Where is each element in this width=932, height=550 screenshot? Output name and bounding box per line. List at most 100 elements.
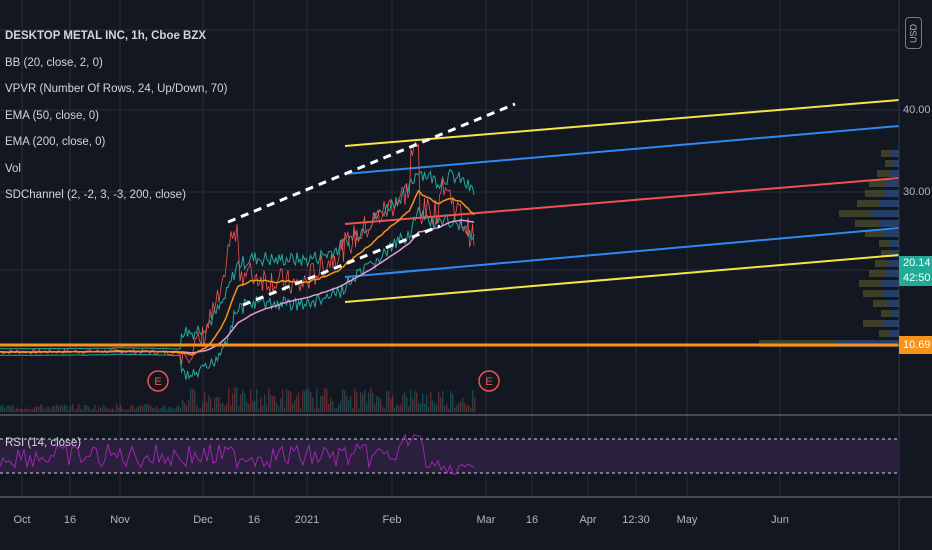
volume-bar (96, 409, 98, 412)
volume-bar (326, 389, 328, 412)
volume-bar (342, 389, 344, 412)
volume-bar (80, 408, 82, 412)
volume-bar (158, 409, 160, 412)
volume-bar (388, 391, 390, 412)
volume-bar (106, 407, 108, 412)
volume-bar (8, 405, 10, 412)
volume-bar (460, 401, 462, 412)
volume-bar (416, 392, 418, 412)
x-tick: 2021 (294, 514, 320, 526)
vpvr-row-up (885, 160, 893, 167)
volume-bar (206, 402, 208, 412)
volume-bar (156, 406, 158, 412)
volume-bar (230, 405, 232, 412)
volume-bar (296, 395, 298, 412)
volume-bar (450, 390, 452, 412)
legend-bb[interactable]: BB (20, close, 2, 0) (5, 56, 103, 69)
volume-bar (348, 399, 350, 412)
volume-bar (218, 397, 220, 412)
volume-bar (166, 409, 168, 412)
legend-sdchannel[interactable]: SDChannel (2, -2, 3, -3, 200, close) (5, 189, 186, 201)
chart-title[interactable]: DESKTOP METAL INC, 1h, Cboe BZX (5, 30, 207, 42)
volume-bar (84, 404, 86, 412)
volume-bar (240, 394, 242, 412)
volume-bar (354, 388, 356, 412)
volume-bar (118, 407, 120, 412)
volume-bar (196, 405, 198, 412)
volume-bar (290, 391, 292, 412)
volume-bar (324, 387, 326, 412)
x-tick: 16 (63, 514, 77, 526)
volume-bar (194, 390, 196, 412)
volume-bar (60, 405, 62, 412)
volume-bar (386, 391, 388, 412)
volume-bar (94, 405, 96, 412)
volume-bar (448, 408, 450, 412)
legend-vol[interactable]: Vol (5, 162, 21, 175)
earnings-marker[interactable]: E (478, 370, 500, 392)
volume-bar (132, 404, 134, 412)
volume-bar (378, 396, 380, 412)
vpvr-row-up (879, 240, 890, 247)
volume-bar (332, 401, 334, 412)
volume-bar (446, 403, 448, 412)
volume-bar (318, 407, 320, 412)
volume-bar (180, 407, 182, 412)
volume-bar (4, 408, 6, 412)
volume-bar (414, 390, 416, 412)
x-tick: Nov (110, 514, 130, 526)
volume-bar (86, 405, 88, 412)
volume-bar (294, 399, 296, 412)
volume-bar (122, 409, 124, 412)
legend-ema50[interactable]: EMA (50, close, 0) (5, 109, 99, 122)
volume-bar (162, 405, 164, 412)
volume-bar (286, 388, 288, 412)
volume-bar (52, 406, 54, 412)
volume-bar (394, 407, 396, 412)
volume-bar (182, 399, 184, 412)
volume-bars (0, 387, 476, 412)
volume-bar (144, 404, 146, 412)
volume-bar (268, 388, 270, 412)
volume-bar (142, 405, 144, 412)
volume-bar (34, 406, 36, 412)
vpvr-row-up (881, 310, 891, 317)
volume-bar (178, 405, 180, 412)
volume-bar (374, 404, 376, 412)
vpvr-row-up (863, 290, 883, 297)
volume-bar (314, 408, 316, 412)
vpvr-row-up (869, 180, 886, 187)
volume-bar (138, 405, 140, 412)
volume-bar (228, 387, 230, 412)
volume-bar (190, 388, 192, 412)
rsi-legend[interactable]: RSI (14, close) (5, 437, 82, 449)
earnings-marker[interactable]: E (147, 370, 169, 392)
volume-bar (272, 395, 274, 412)
sd-channel-line (344, 99, 900, 147)
volume-bar (168, 406, 170, 412)
volume-bar (396, 403, 398, 412)
volume-bar (260, 397, 262, 412)
currency-button[interactable]: USD (905, 17, 922, 49)
volume-bar (400, 404, 402, 412)
legend-ema200[interactable]: EMA (200, close, 0) (5, 136, 106, 148)
volume-bar (266, 404, 268, 412)
volume-bar (150, 405, 152, 412)
legend-vpvr[interactable]: VPVR (Number Of Rows, 24, Up/Down, 70) (5, 83, 228, 95)
volume-bar (74, 409, 76, 412)
volume-bar (412, 398, 414, 412)
volume-bar (364, 389, 366, 412)
volume-bar (82, 409, 84, 412)
volume-bar (442, 390, 444, 412)
volume-bar (330, 397, 332, 412)
volume-bar (458, 402, 460, 412)
volume-bar (160, 408, 162, 412)
vpvr-row-down (883, 230, 899, 237)
volume-bar (466, 405, 468, 412)
vpvr-row-down (872, 210, 899, 217)
volume-bar (66, 405, 68, 412)
vpvr-row-down (888, 260, 899, 267)
rsi-line (0, 433, 475, 475)
volume-bar (302, 389, 304, 412)
